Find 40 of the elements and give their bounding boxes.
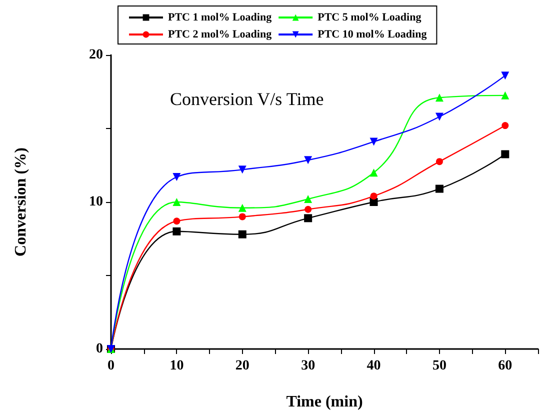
point bbox=[238, 166, 246, 174]
x-tick-label: 60 bbox=[498, 358, 512, 374]
y-tick-label: 20 bbox=[89, 48, 103, 62]
point bbox=[436, 158, 443, 166]
y-tick-label: 10 bbox=[89, 194, 103, 210]
point bbox=[304, 214, 312, 222]
x-tick-label: 20 bbox=[235, 358, 250, 374]
point bbox=[304, 195, 312, 204]
point bbox=[238, 204, 246, 212]
point bbox=[435, 94, 444, 102]
point bbox=[370, 138, 378, 146]
point bbox=[502, 122, 509, 130]
point bbox=[173, 218, 180, 225]
point bbox=[435, 184, 444, 193]
legend-label: PTC 5 mol% Loading bbox=[318, 12, 422, 24]
y-tick-label: 0 bbox=[96, 342, 103, 356]
x-tick-label: 40 bbox=[366, 358, 381, 374]
legend-label: PTC 1 mol% Loading bbox=[168, 12, 272, 24]
point bbox=[238, 213, 246, 220]
point bbox=[172, 173, 181, 182]
point bbox=[304, 206, 312, 213]
legend-label: PTC 10 mol% Loading bbox=[318, 28, 428, 40]
x-axis-title: Time (min) bbox=[286, 394, 363, 410]
point bbox=[370, 192, 378, 200]
point bbox=[304, 156, 312, 164]
point bbox=[238, 230, 246, 238]
text: Conversion V/s Time bbox=[170, 89, 324, 109]
point bbox=[435, 112, 444, 121]
x-tick-label: 0 bbox=[108, 358, 114, 374]
point bbox=[370, 168, 378, 177]
point bbox=[172, 198, 181, 206]
y-axis-title: Conversion (%) bbox=[12, 148, 30, 256]
legend-label: PTC 2 mol% Loading bbox=[168, 28, 272, 40]
point bbox=[172, 227, 181, 236]
point bbox=[501, 72, 510, 80]
x-tick-label: 50 bbox=[432, 358, 446, 374]
point bbox=[501, 150, 510, 158]
x-tick-label: 10 bbox=[170, 358, 184, 374]
point bbox=[501, 91, 510, 100]
x-tick-label: 30 bbox=[301, 358, 316, 374]
